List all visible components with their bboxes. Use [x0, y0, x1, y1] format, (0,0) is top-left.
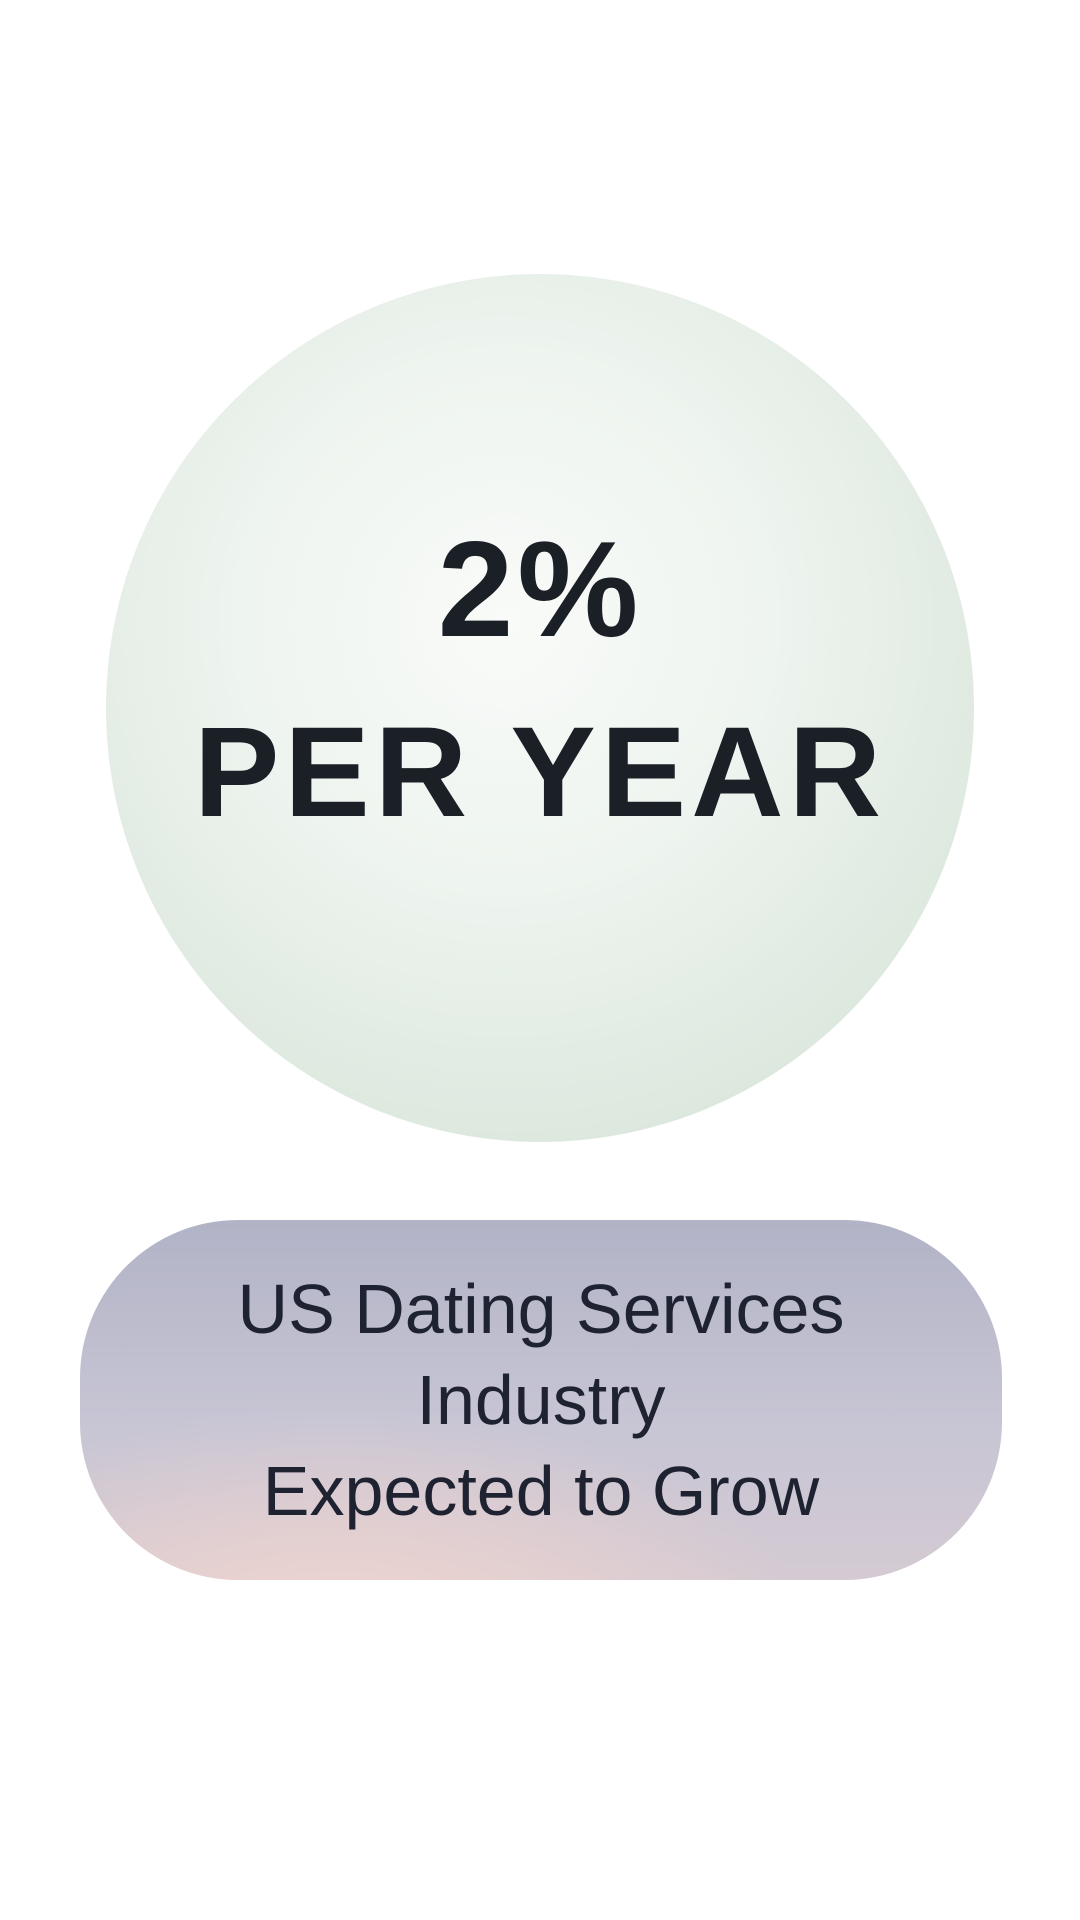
stat-label: PER YEAR: [193, 701, 887, 844]
stat-circle: 2% PER YEAR: [106, 274, 974, 1142]
caption-line-1: US Dating Services: [237, 1269, 845, 1348]
caption-line-2: Industry: [416, 1360, 666, 1439]
caption-line-3: Expected to Grow: [262, 1451, 820, 1530]
caption-pill: US Dating Services Industry Expected to …: [80, 1220, 1002, 1580]
stat-value: 2%: [437, 513, 643, 665]
stat-text-block: 2% PER YEAR: [194, 494, 886, 862]
